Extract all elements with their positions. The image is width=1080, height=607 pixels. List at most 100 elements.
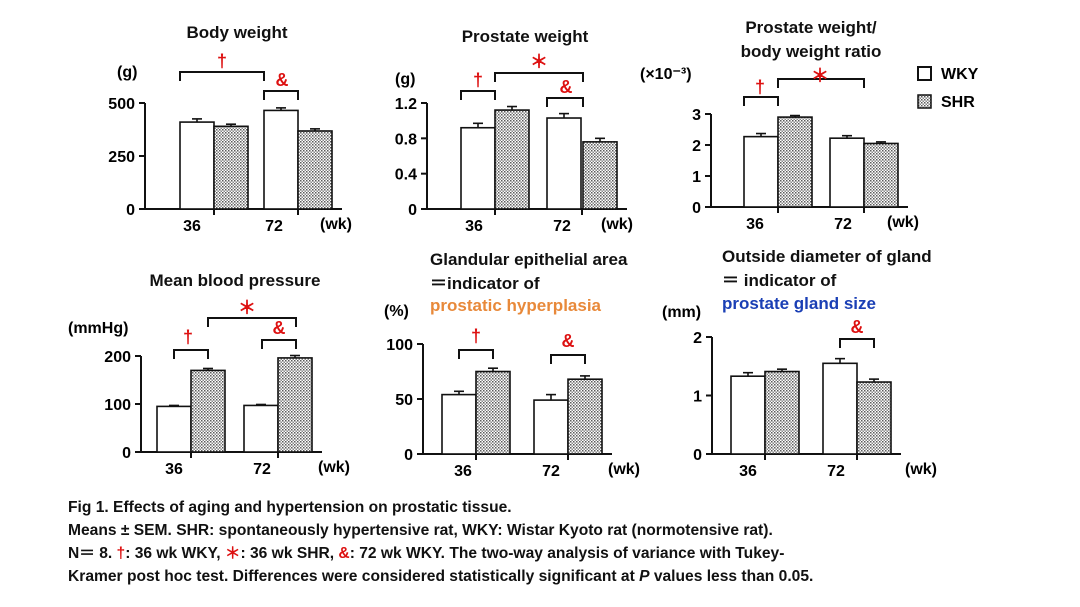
bar-wky-72 (822, 362, 858, 455)
chart-panel-2: Prostate weight (g) 0 0.4 0.8 1.2 36 72 (wk) † ＊& (395, 27, 633, 235)
y-tick-label: 0 (404, 447, 413, 464)
y-tick-label: 50 (395, 392, 413, 409)
x-tick-label: 36 (739, 463, 757, 480)
significance-bracket (460, 90, 496, 100)
chart-title-line: Outside diameter of gland (722, 247, 932, 266)
chart-title-line: ＝ indicator of (722, 271, 837, 290)
bar-shr-72 (856, 381, 892, 455)
chart-panel-3: Prostate weight/body weight ratio (×10⁻³)… (640, 18, 919, 233)
caption-dagger-def: : 36 wk WKY, (125, 545, 225, 562)
x-tick-label: 72 (265, 218, 283, 235)
bar-wky-36 (743, 135, 779, 208)
y-axis-label: (mm) (662, 304, 701, 321)
chart-title-line: prostatic hyperplasia (430, 296, 602, 315)
x-tick-label: 72 (542, 463, 560, 480)
significance-bracket (179, 71, 265, 81)
x-tick-label: 72 (834, 216, 852, 233)
bar-wky-72 (829, 137, 865, 208)
caption-method: Kramer post hoc test. Differences were c… (68, 568, 640, 585)
chart-title-line: Body weight (186, 23, 287, 42)
y-tick-label: 0 (693, 447, 702, 464)
x-axis-label: (wk) (905, 461, 937, 478)
legend: WKY SHR (917, 66, 979, 111)
y-tick-label: 0.4 (395, 167, 417, 184)
x-axis-label: (wk) (318, 459, 350, 476)
chart-panel-6: Outside diameter of gland ＝ indicator of p… (662, 247, 937, 480)
significance-symbol: † (755, 77, 765, 97)
bar-shr-36 (777, 116, 813, 208)
bar-wky-36 (156, 405, 192, 453)
chart-title-line: body weight ratio (741, 42, 882, 61)
chart-title-line: prostate gland size (722, 294, 876, 313)
x-tick-label: 36 (454, 463, 472, 480)
significance-symbol: † (471, 326, 481, 346)
legend-shr-label: SHR (941, 94, 975, 111)
x-axis-label: (wk) (887, 214, 919, 231)
bar-shr-72 (863, 142, 899, 208)
significance-bracket (743, 96, 779, 106)
caption-dagger-symbol: † (116, 545, 126, 562)
significance-bracket (173, 349, 209, 359)
significance-bracket (263, 90, 299, 100)
x-tick-label: 36 (465, 218, 483, 235)
figure-caption: Fig 1. Effects of aging and hypertension… (68, 496, 1068, 588)
chart-title-line: ＝indicator of (430, 274, 540, 293)
y-axis-label: (mmHg) (68, 320, 128, 337)
bar-shr-72 (567, 378, 603, 455)
chart-panel-5: Glandular epithelial area ＝indicator of pr… (384, 250, 640, 480)
significance-symbol: & (562, 331, 575, 351)
significance-symbol: ＊ (530, 52, 548, 72)
caption-p-symbol: P (639, 568, 650, 585)
significance-bracket (494, 72, 584, 82)
chart-title-line: Glandular epithelial area (430, 250, 628, 269)
bar-shr-36 (213, 125, 249, 210)
y-axis-label: (%) (384, 303, 409, 320)
y-tick-label: 0 (126, 202, 135, 219)
significance-symbol: † (473, 70, 483, 90)
x-tick-label: 36 (746, 216, 764, 233)
chart-title-line: Prostate weight (462, 27, 589, 46)
x-tick-label: 72 (553, 218, 571, 235)
y-tick-label: 200 (104, 349, 131, 366)
legend-wky-label: WKY (941, 66, 979, 83)
bar-wky-36 (179, 121, 215, 210)
x-axis-label: (wk) (608, 461, 640, 478)
significance-bracket (261, 339, 297, 349)
y-tick-label: 0.8 (395, 131, 417, 148)
chart-panel-4: Mean blood pressure (mmHg) 0 100 200 36 72 (wk)… (68, 271, 350, 478)
legend-shr-swatch (917, 94, 932, 109)
chart-title-line: Mean blood pressure (150, 271, 321, 290)
significance-bracket (207, 317, 297, 327)
y-tick-label: 2 (692, 138, 701, 155)
bar-wky-36 (730, 375, 766, 455)
bar-wky-36 (441, 393, 477, 455)
y-axis-label: (×10⁻³) (640, 66, 692, 83)
chart-title-line: Prostate weight/ (745, 18, 877, 37)
caption-n: N＝ 8. (68, 545, 117, 562)
bar-shr-72 (297, 130, 333, 210)
significance-symbol: ＊ (811, 66, 829, 86)
y-tick-label: 3 (692, 107, 701, 124)
bar-wky-72 (533, 399, 569, 455)
caption-star-def: : 36 wk SHR, (240, 545, 339, 562)
significance-symbol: & (273, 318, 286, 338)
y-tick-label: 1 (692, 169, 701, 186)
y-tick-label: 0 (692, 200, 701, 217)
y-tick-label: 0 (122, 445, 131, 462)
y-axis-label: (g) (117, 64, 137, 81)
significance-symbol: & (560, 77, 573, 97)
bar-wky-72 (263, 109, 299, 210)
y-tick-label: 500 (108, 96, 135, 113)
caption-amp-symbol: & (338, 545, 350, 562)
y-tick-label: 1.2 (395, 96, 417, 113)
y-tick-label: 0 (408, 202, 417, 219)
caption-line-1: Fig 1. Effects of aging and hypertension… (68, 499, 512, 516)
y-tick-label: 2 (693, 330, 702, 347)
bar-shr-72 (582, 141, 618, 210)
significance-bracket (546, 97, 584, 107)
caption-line-3: N＝ 8. †: 36 wk WKY, ＊: 36 wk SHR, &: 72 … (68, 542, 1068, 565)
x-tick-label: 36 (165, 461, 183, 478)
significance-symbol: † (217, 51, 227, 71)
